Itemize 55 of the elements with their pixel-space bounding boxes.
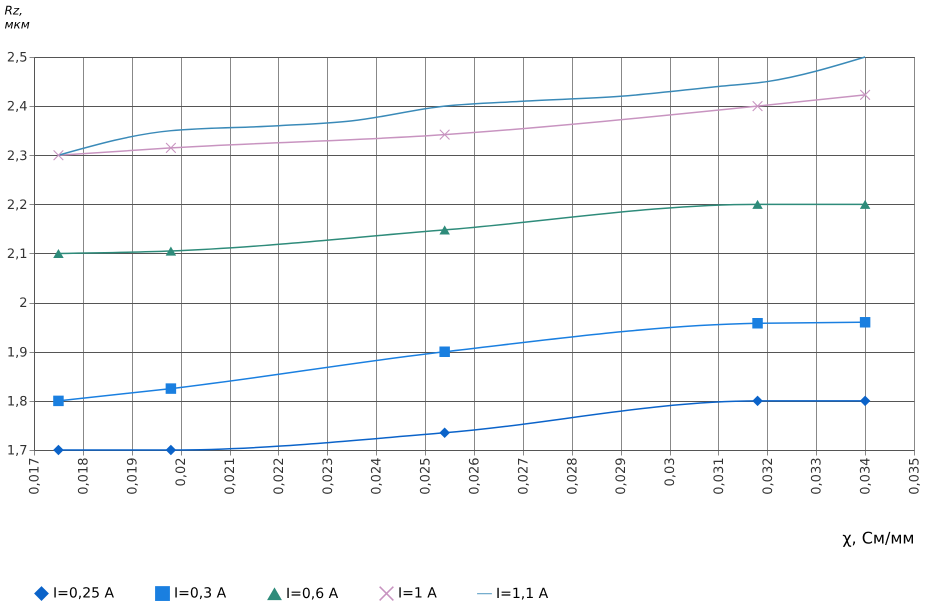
x-tick-label: 0,025 (418, 458, 434, 495)
y-tick-label: 2,1 (6, 247, 28, 262)
legend-label: I=0,6 A (286, 586, 339, 602)
x-tick-label: 0,033 (810, 458, 825, 495)
y-tick-label: 2,5 (6, 50, 28, 66)
x-axis-title: χ, См/мм (842, 528, 914, 548)
x-tick-label: 0,026 (468, 458, 482, 495)
x-tick-label: 0,035 (908, 458, 922, 495)
y-tick-label: 2,4 (6, 100, 28, 115)
point (860, 90, 870, 100)
x-tick-label: 0,019 (125, 458, 140, 495)
x-tick-label: 0,024 (370, 458, 385, 495)
x-tick-label: 0,023 (320, 458, 336, 495)
x-tick-label: 0,018 (76, 458, 92, 495)
point (439, 346, 450, 357)
x-tick-label: 0,017 (28, 458, 42, 495)
x-tick-label: 0,034 (858, 458, 874, 495)
y-tick-label: 2,3 (6, 148, 28, 164)
point (439, 225, 450, 234)
y-tick-label: 2 (19, 296, 28, 312)
y-tick-label: 1,7 (6, 444, 28, 458)
y-tick-label: 2,2 (6, 198, 28, 213)
x-tick-label: 0,029 (614, 458, 630, 495)
x-tick-label: 0,028 (565, 458, 580, 495)
point (439, 129, 450, 140)
legend-label: I=0,3 A (174, 586, 227, 602)
point (53, 444, 64, 456)
point (166, 142, 176, 154)
point (53, 396, 64, 406)
point (166, 246, 176, 256)
x-tick-label: 0,02 (174, 458, 190, 486)
x-tick-label: 0,021 (223, 458, 238, 495)
y-axis-title: Rz, мкм (4, 4, 30, 32)
point (860, 396, 870, 406)
x-tick-label: 0,022 (272, 458, 287, 495)
x-tick-label: 0,032 (760, 458, 776, 495)
legend-label: I=1 A (398, 586, 438, 602)
point (166, 444, 176, 456)
x-tick-label: 0,03 (663, 458, 678, 486)
point (752, 318, 763, 328)
legend-label: I=0,25 A (53, 586, 114, 602)
point (53, 248, 64, 258)
point (860, 200, 870, 209)
point (752, 200, 763, 209)
point (53, 150, 64, 160)
y-tick-label: 1,9 (6, 345, 28, 360)
point (860, 317, 870, 328)
point (752, 396, 763, 406)
point (166, 383, 176, 394)
point (752, 100, 763, 112)
x-tick-label: 0,031 (712, 458, 727, 495)
legend-label: I=1,1 A (496, 586, 549, 602)
point (439, 428, 450, 438)
y-tick-label: 1,8 (6, 394, 28, 410)
x-tick-label: 0,027 (516, 458, 532, 495)
